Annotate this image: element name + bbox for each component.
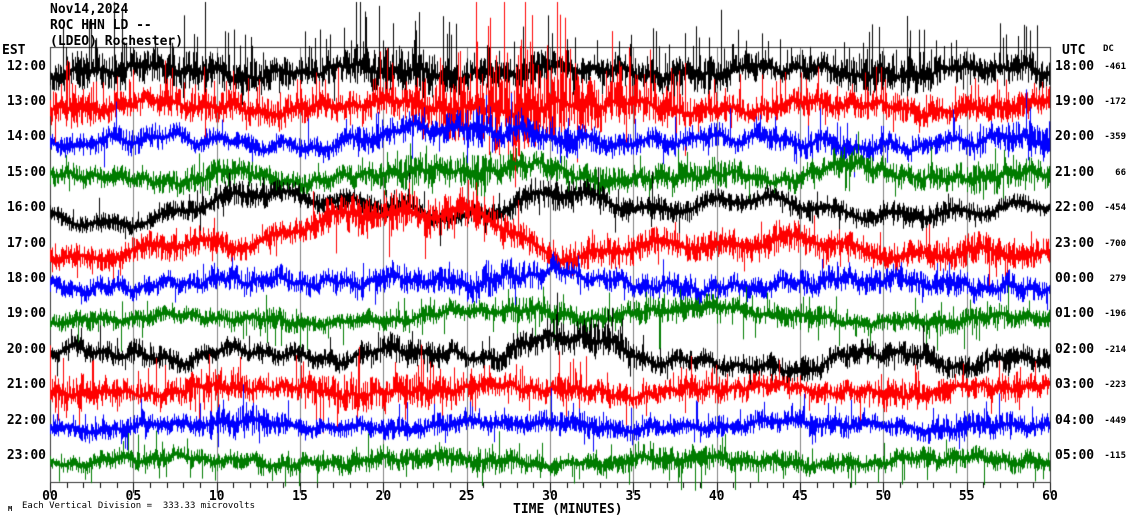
est-time-label: 19:00 — [6, 306, 46, 322]
x-tick-label: 45 — [792, 489, 808, 504]
est-time-label: 15:00 — [6, 164, 46, 180]
dc-value: -461 — [1104, 61, 1126, 72]
est-time-label: 22:00 — [6, 412, 46, 428]
header-date: Nov14,2024 — [50, 2, 129, 17]
x-tick-label: 40 — [708, 489, 725, 504]
left-axis-title: EST — [2, 43, 26, 58]
est-time-label: 14:00 — [6, 129, 46, 145]
est-time-label: 18:00 — [6, 270, 46, 286]
utc-time-label: 04:00 — [1055, 412, 1095, 428]
utc-time-label: 03:00 — [1055, 377, 1095, 393]
utc-time-label: 05:00 — [1055, 447, 1095, 463]
dc-value: -214 — [1104, 344, 1126, 355]
est-time-label: 16:00 — [6, 200, 46, 216]
est-time-label: 17:00 — [6, 235, 46, 251]
right-axis-title: UTC — [1062, 43, 1086, 58]
x-tick-label: 05 — [125, 489, 142, 504]
utc-time-label: 02:00 — [1055, 341, 1095, 357]
est-time-label: 20:00 — [6, 341, 46, 357]
header-station: ROC HHN LD -- — [50, 18, 152, 33]
utc-time-label: 21:00 — [1055, 164, 1095, 180]
x-tick-label: 50 — [875, 489, 892, 504]
x-axis-title: TIME (MINUTES) — [513, 502, 623, 517]
dc-value: -454 — [1104, 203, 1126, 214]
x-tick-label: 35 — [625, 489, 642, 504]
dc-value: 279 — [1109, 273, 1126, 284]
x-tick-label: 30 — [542, 489, 558, 504]
utc-time-label: 01:00 — [1055, 306, 1095, 322]
dc-value: -359 — [1104, 132, 1126, 143]
x-tick-label: 60 — [1042, 489, 1058, 504]
dc-value: -115 — [1104, 450, 1126, 461]
utc-time-label: 18:00 — [1055, 58, 1095, 74]
est-time-label: 13:00 — [6, 93, 46, 109]
utc-time-label: 00:00 — [1055, 270, 1095, 286]
dc-value: -172 — [1104, 96, 1126, 107]
utc-time-label: 22:00 — [1055, 200, 1095, 216]
dc-value: -700 — [1104, 238, 1126, 249]
dc-value: -196 — [1104, 309, 1126, 320]
est-time-label: 12:00 — [6, 58, 46, 74]
x-tick-label: 25 — [458, 489, 475, 504]
x-tick-label: 20 — [375, 489, 392, 504]
utc-time-label: 19:00 — [1055, 93, 1095, 109]
utc-time-label: 23:00 — [1055, 235, 1095, 251]
dc-column-title: DC — [1103, 44, 1114, 54]
x-tick-label: 55 — [958, 489, 975, 504]
scale-text: Each Vertical Division = 333.33 microvol… — [22, 501, 255, 511]
utc-time-label: 20:00 — [1055, 129, 1095, 145]
dc-value: -223 — [1104, 380, 1126, 391]
x-tick-label: 10 — [208, 489, 225, 504]
est-time-label: 23:00 — [6, 447, 46, 463]
x-tick-label: 15 — [292, 489, 308, 504]
est-time-label: 21:00 — [6, 377, 46, 393]
scale-marker: M — [8, 505, 13, 513]
dc-value: 66 — [1115, 167, 1126, 178]
dc-value: -449 — [1104, 415, 1126, 426]
x-tick-label: 00 — [42, 489, 58, 504]
header-network: (LDEO) Rochester) — [50, 34, 184, 49]
